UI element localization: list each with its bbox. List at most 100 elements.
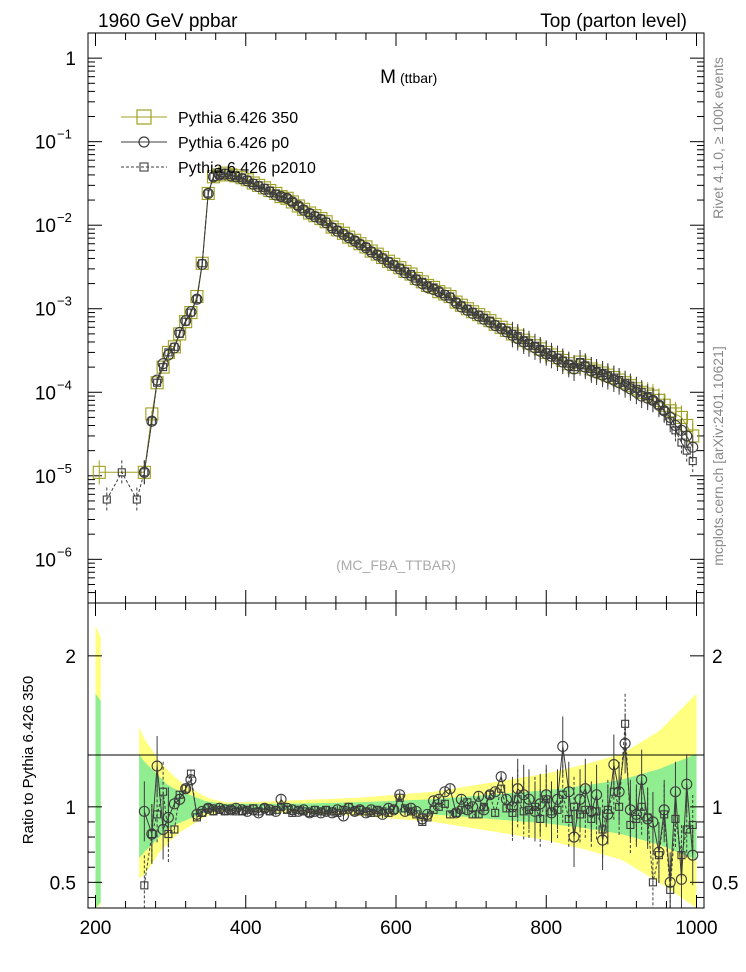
data-point — [434, 287, 443, 296]
data-point — [191, 293, 203, 305]
data-point — [547, 350, 556, 359]
ratio-point — [231, 807, 241, 816]
ratio-point — [547, 807, 556, 816]
data-point — [654, 401, 663, 410]
data-point — [204, 189, 213, 198]
ratio-y-tick-label: 0.5 — [50, 873, 76, 894]
data-point — [198, 259, 207, 268]
data-point — [643, 392, 652, 401]
band-yellow — [95, 625, 697, 908]
legend-label-350: Pythia 6.426 350 — [178, 110, 298, 127]
ratio-point — [310, 805, 319, 814]
ratio-y-tick-label: 1 — [65, 798, 76, 819]
data-point — [164, 348, 173, 357]
data-point — [226, 170, 235, 179]
data-point — [666, 417, 675, 426]
data-point — [185, 306, 197, 318]
ratio-point — [637, 802, 646, 811]
data-point — [220, 169, 229, 178]
ratio-point — [564, 814, 573, 823]
ratio-point — [491, 808, 500, 817]
y-tick-label: 1 — [65, 49, 76, 70]
y-tick-label: 10 — [35, 383, 56, 404]
ratio-point — [558, 790, 567, 799]
ratio-point — [603, 805, 612, 814]
ratio-point — [440, 799, 449, 808]
data-point — [201, 186, 215, 200]
ratio-point — [444, 783, 456, 795]
ratio-point — [294, 805, 303, 814]
ratio-point — [542, 795, 551, 804]
data-point — [254, 181, 263, 190]
y-tick-exponent: −2 — [57, 210, 72, 225]
data-point — [343, 232, 355, 244]
ratio-point — [355, 805, 364, 814]
data-point — [215, 170, 224, 179]
data-point — [260, 183, 269, 192]
data-point — [609, 373, 618, 382]
ratio-y-tick-label-right: 1 — [712, 798, 723, 819]
ratio-point — [557, 740, 569, 752]
main-panel: 110−110−210−310−410−510−6 M (ttbar) (MC_… — [35, 32, 705, 604]
data-point — [519, 336, 528, 345]
ratio-point — [209, 807, 218, 816]
ratio-point — [350, 807, 359, 816]
ratio-point — [681, 778, 693, 790]
data-point — [587, 364, 596, 374]
mcplots-label: mcplots.cern.ch [arXiv:2401.10621] — [710, 346, 726, 565]
data-point — [682, 446, 691, 455]
x-tick-label: 200 — [80, 918, 112, 939]
data-point — [508, 329, 517, 338]
data-point — [117, 468, 126, 477]
ratio-point — [530, 802, 540, 811]
ratio-point — [671, 814, 680, 823]
series-line — [106, 172, 694, 501]
legend-marker-square-large — [136, 109, 152, 125]
y-tick-label: 10 — [35, 300, 56, 321]
ratio-point — [237, 807, 247, 816]
data-point — [400, 267, 410, 276]
header-process-label: Top (parton level) — [540, 11, 687, 32]
ratio-point — [598, 825, 607, 834]
x-tick-label: 1000 — [675, 918, 717, 939]
ratio-point — [192, 813, 201, 822]
ratio-point — [602, 808, 614, 820]
ratio-point — [508, 808, 517, 817]
ratio-point — [581, 805, 590, 814]
data-point — [237, 173, 247, 182]
data-point — [102, 495, 111, 504]
ratio-point — [159, 787, 168, 796]
ratio-point — [418, 817, 427, 826]
ratio-point — [626, 820, 635, 830]
ratio-point — [553, 805, 562, 814]
data-point — [92, 465, 106, 479]
ratio-frame — [87, 602, 705, 909]
ratio-point — [666, 885, 675, 894]
x-tick-label: 600 — [380, 918, 412, 939]
series-line — [99, 172, 694, 473]
data-point — [671, 426, 680, 435]
data-point — [328, 223, 337, 232]
ratio-point — [378, 807, 387, 816]
rivet-label: Rivet 4.1.0, ≥ 100k events — [710, 57, 726, 219]
main-ticks: 110−110−210−310−410−510−6 — [35, 32, 704, 604]
ratio-point — [677, 851, 686, 860]
ratio-point — [648, 878, 657, 887]
data-point — [181, 317, 190, 326]
ratio-point — [457, 805, 466, 814]
data-point — [569, 363, 579, 372]
ratio-point — [579, 783, 591, 795]
data-point — [603, 371, 612, 380]
legend-label-p2010: Pythia 6.426 p2010 — [178, 160, 316, 177]
ratio-point — [181, 784, 190, 793]
data-point — [140, 468, 149, 477]
ratio-point — [198, 808, 207, 817]
ratio-point — [170, 825, 179, 834]
legend-marker-circle — [138, 136, 150, 148]
ratio-ylabel: Ratio to Pythia 6.426 350 — [20, 676, 37, 844]
data-point — [446, 292, 455, 301]
ratio-point — [654, 851, 663, 860]
legend: Pythia 6.426 350 Pythia 6.426 p0 Pythia … — [121, 109, 316, 177]
ratio-point — [389, 805, 398, 814]
data-point — [468, 307, 477, 316]
